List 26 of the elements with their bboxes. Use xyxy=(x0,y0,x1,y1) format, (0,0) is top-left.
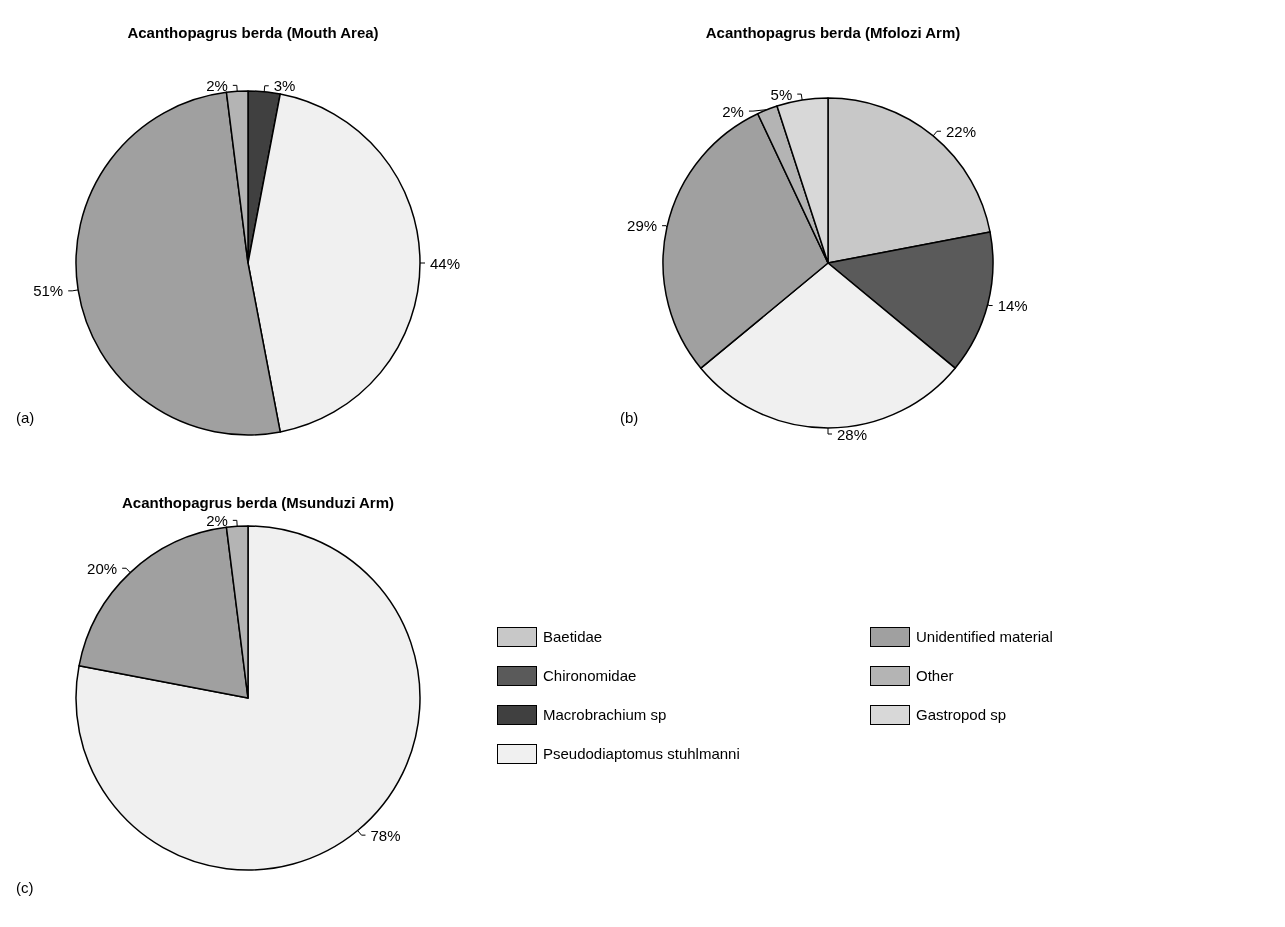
data-label: 2% xyxy=(206,76,228,94)
legend-label: Macrobrachium sp xyxy=(543,706,667,723)
data-label: 28% xyxy=(837,425,868,443)
data-label: 3% xyxy=(273,77,296,95)
data-label: 20% xyxy=(87,559,118,577)
data-label: 14% xyxy=(997,297,1028,315)
data-label: 44% xyxy=(430,254,461,272)
legend-label: Pseudodiaptomus stuhlmanni xyxy=(543,745,740,762)
legend-label: Baetidae xyxy=(543,628,603,645)
data-label: 51% xyxy=(33,282,64,300)
legend-label: Other xyxy=(916,667,954,684)
text: (b) xyxy=(620,409,639,426)
data-label: 78% xyxy=(370,826,401,844)
text: (a) xyxy=(16,409,35,426)
data-label: 5% xyxy=(770,85,793,103)
legend-label: Unidentified material xyxy=(916,628,1053,645)
data-label: 2% xyxy=(206,511,228,529)
data-label: 29% xyxy=(627,217,658,235)
slice-label: Acanthopagrus berda (Msunduzi Arm) xyxy=(122,494,394,511)
text: (c) xyxy=(16,879,34,896)
slice-label: Acanthopagrus berda (Mfolozi Arm) xyxy=(705,24,961,41)
data-label: 22% xyxy=(946,122,977,140)
legend-label: Gastropod sp xyxy=(916,706,1007,723)
slice-label: Acanthopagrus berda (Mouth Area) xyxy=(127,24,379,41)
legend-label: Chironomidae xyxy=(543,667,637,684)
data-label: 2% xyxy=(722,102,744,120)
